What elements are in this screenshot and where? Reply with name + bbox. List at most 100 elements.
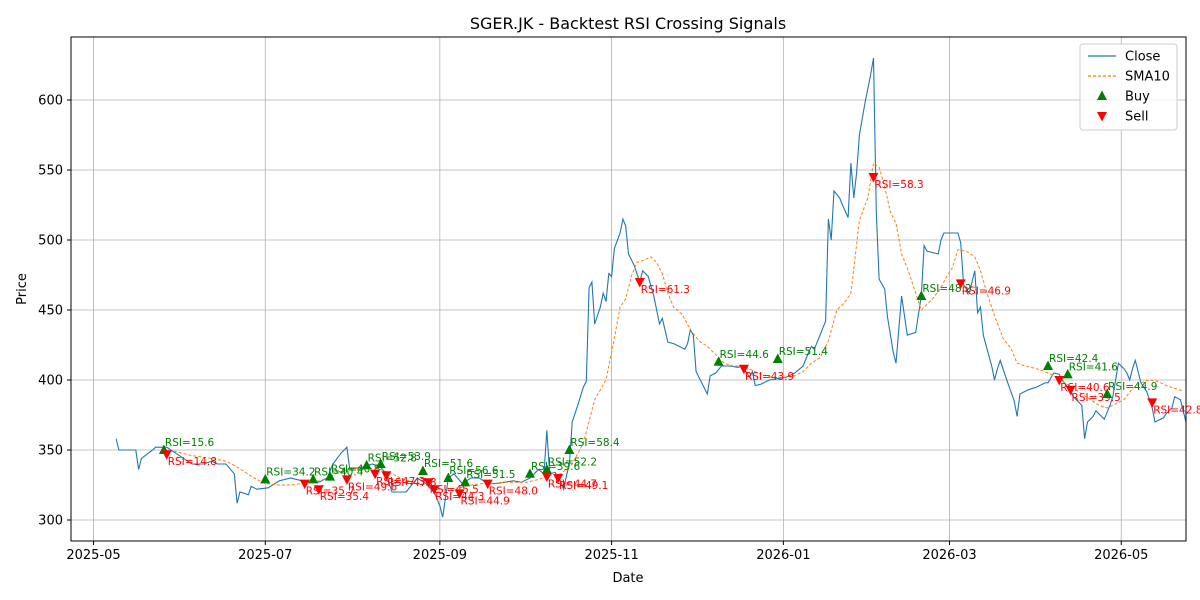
y-tick-label: 550 xyxy=(38,164,63,179)
legend-box xyxy=(1079,43,1178,131)
axes: 2025-05 2025-07 2025-09 2025-11 2026-01 2026-… xyxy=(38,94,1148,564)
legend-item-buy: Buy xyxy=(1097,90,1150,105)
series-line-close xyxy=(115,57,1187,518)
buy-signal-label: RSI=42.4 xyxy=(1049,353,1099,365)
legend-swatch-buy xyxy=(1097,90,1107,100)
buy-marker xyxy=(916,290,927,300)
buy-signal-label: RSI=44.6 xyxy=(720,349,770,361)
buy-signal-label: RSI=51.5 xyxy=(466,469,515,481)
sell-signal-label: RSI=48.0 xyxy=(489,486,538,498)
sell-marker xyxy=(161,450,172,460)
sell-signal-label: RSI=44.9 xyxy=(461,495,510,507)
buy-marker xyxy=(260,473,271,484)
buy-marker xyxy=(564,444,575,454)
buy-marker xyxy=(713,356,724,366)
buy-signal-label: RSI=39.6 xyxy=(531,461,581,473)
sell-marker xyxy=(541,472,552,483)
buy-signal-label: RSI=52.2 xyxy=(548,457,597,469)
x-tick-label: 2026-03 xyxy=(922,548,976,563)
sell-signal-label: RSI=47.3 xyxy=(376,476,425,488)
y-tick-label: 350 xyxy=(38,444,63,459)
sell-marker xyxy=(341,475,352,485)
buy-marker xyxy=(308,473,319,484)
sell-marker xyxy=(313,485,324,495)
y-tick-label: 450 xyxy=(38,304,63,319)
legend-item-close: Close xyxy=(1088,50,1160,65)
buy-signal-label: RSI=51.6 xyxy=(424,458,474,470)
x-tick-label: 2026-05 xyxy=(1094,548,1148,563)
buy-marker xyxy=(1062,368,1073,379)
sell-marker xyxy=(381,471,392,481)
buy-signal-label: RSI=56.6 xyxy=(449,465,499,477)
x-tick-label: 2025-05 xyxy=(66,548,120,563)
sell-signal-label: RSI=58.3 xyxy=(874,179,923,191)
buy-signal-label: RSI=34.2 xyxy=(266,466,315,478)
sell-marker xyxy=(370,469,381,480)
legend-label: Sell xyxy=(1125,110,1148,125)
sell-marker xyxy=(482,479,493,490)
sell-signal-label: RSI=46.9 xyxy=(962,285,1011,297)
buy-signal-label: RSI=44.9 xyxy=(1108,381,1157,393)
y-tick-label: 300 xyxy=(38,514,63,529)
x-tick-label: 2025-09 xyxy=(413,548,467,563)
buy-signal-label: RSI=15.6 xyxy=(165,437,215,449)
buy-marker xyxy=(1043,360,1054,370)
buy-marker xyxy=(1102,388,1113,398)
sell-marker xyxy=(634,278,645,288)
sell-signal-label: RSI=45.5 xyxy=(430,484,479,496)
buy-marker xyxy=(375,458,386,468)
y-tick-label: 600 xyxy=(38,94,63,109)
sell-signal-label: RSI=61.3 xyxy=(641,284,690,296)
sell-marker xyxy=(553,474,564,484)
y-axis-title: Price xyxy=(15,273,30,305)
buy-marker xyxy=(325,471,336,481)
legend-label: Buy xyxy=(1125,90,1150,105)
sell-marker xyxy=(1147,398,1158,408)
sell-marker xyxy=(1065,385,1076,396)
sell-marker xyxy=(429,485,440,495)
sell-signal-label: RSI=35.4 xyxy=(320,491,370,503)
sell-marker xyxy=(738,364,749,375)
sell-signal-label: RSI=43.9 xyxy=(745,371,794,383)
sell-marker xyxy=(868,173,879,183)
sell-signal-label: RSI=42.8 xyxy=(1153,404,1200,416)
legend-label: Close xyxy=(1125,50,1160,65)
sell-signal-label: RSI=47.8 xyxy=(387,477,436,489)
grid xyxy=(71,37,1186,541)
x-tick-label: 2025-11 xyxy=(584,548,638,563)
sell-marker xyxy=(454,489,465,499)
sell-signal-label: RSI=44.7 xyxy=(548,479,597,491)
chart-title: SGER.JK - Backtest RSI Crossing Signals xyxy=(470,14,786,33)
legend-item-sma: SMA10 xyxy=(1088,70,1170,85)
plot-frame xyxy=(70,36,1187,542)
sell-signal-label: RSI=49.6 xyxy=(348,481,398,493)
buy-signal-label: RSI=41.6 xyxy=(1069,361,1119,373)
buy-marker xyxy=(460,476,471,487)
y-tick-label: 400 xyxy=(38,374,63,389)
sell-signal-label: RSI=14.8 xyxy=(168,456,217,468)
sell-signal-label: RSI=49.1 xyxy=(559,480,608,492)
sell-marker xyxy=(423,478,434,488)
sell-marker xyxy=(1054,376,1065,386)
sell-marker xyxy=(299,479,310,490)
x-tick-label: 2026-01 xyxy=(756,548,810,563)
legend-label: SMA10 xyxy=(1125,70,1170,85)
buy-marker xyxy=(417,465,428,475)
y-tick-label: 500 xyxy=(38,234,63,249)
buy-marker xyxy=(772,353,783,363)
buy-marker xyxy=(524,468,535,478)
signals: RSI=15.6RSI=14.8RSI=34.2RSI=35.7RSI=40.4… xyxy=(158,173,1200,507)
x-tick-label: 2025-07 xyxy=(238,548,292,563)
buy-marker xyxy=(541,464,552,474)
buy-marker xyxy=(361,459,372,470)
legend-item-sell: Sell xyxy=(1097,110,1148,125)
x-axis-title: Date xyxy=(612,571,643,586)
buy-signal-label: RSI=53.9 xyxy=(382,451,431,463)
sell-marker xyxy=(955,279,966,289)
legend-swatch-sell xyxy=(1097,112,1107,122)
buy-signal-label: RSI=58.4 xyxy=(570,437,620,449)
buy-signal-label: RSI=51.4 xyxy=(779,346,829,358)
legend: Close SMA10 Buy Sell xyxy=(1079,43,1178,131)
